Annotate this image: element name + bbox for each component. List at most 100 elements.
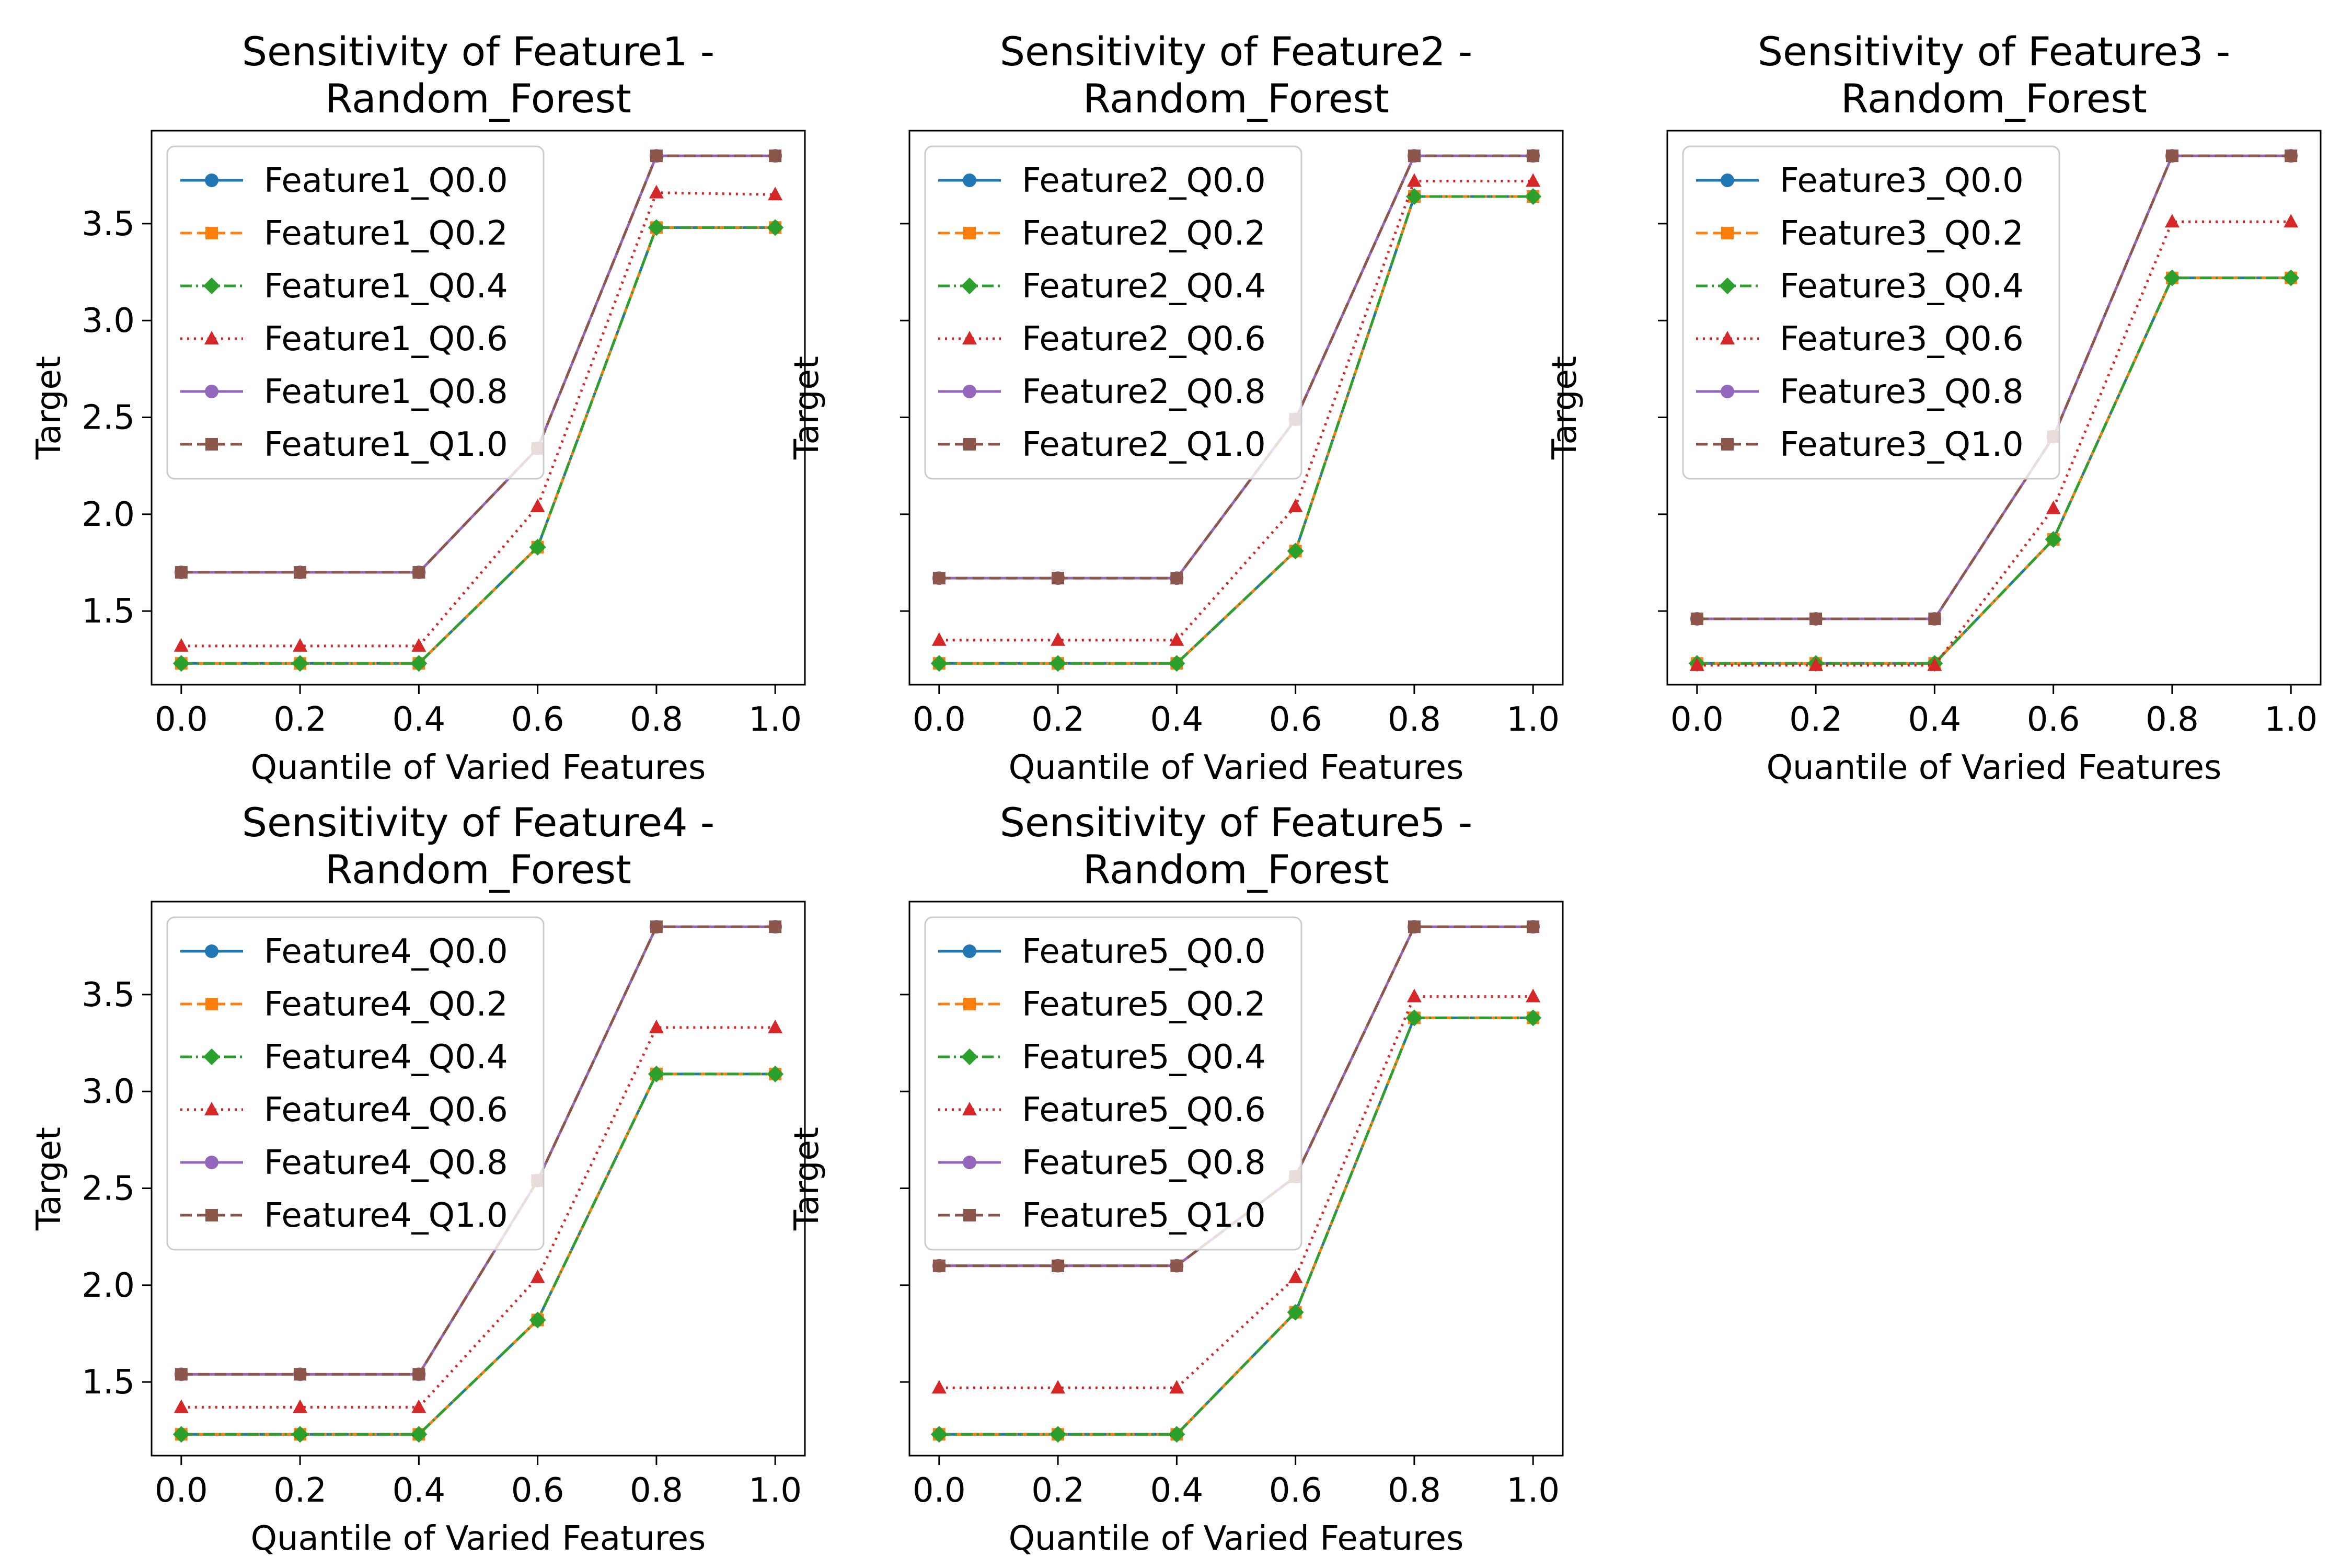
data-point	[412, 566, 425, 579]
data-point	[1527, 920, 1540, 933]
legend-box	[166, 145, 545, 480]
data-point	[932, 572, 946, 585]
x-axis-label: Quantile of Varied Features	[1009, 748, 1464, 787]
data-point	[412, 1368, 425, 1381]
series-line-Feature2_Q0.4	[939, 195, 1534, 665]
x-tick-label: 0.6	[511, 700, 564, 739]
series-line-Feature5_Q0.4	[939, 1016, 1534, 1436]
x-tick-label: 0.4	[1150, 1471, 1203, 1510]
data-point	[1168, 1426, 1185, 1443]
data-point	[530, 1270, 545, 1284]
legend-marker	[204, 331, 219, 344]
data-point	[649, 185, 664, 199]
x-tick-label: 0.8	[1388, 700, 1441, 739]
legend-label: Feature4_Q0.6	[264, 1091, 508, 1129]
data-point	[1405, 1009, 1423, 1027]
legend-marker	[961, 278, 978, 294]
data-point	[769, 149, 782, 163]
legend-label: Feature5_Q0.8	[1022, 1144, 1266, 1182]
subplot-feature2: Sensitivity of Feature2 -Random_Forest 0.…	[788, 28, 1564, 787]
legend-box	[1682, 145, 2060, 480]
y-axis-label: Target	[30, 1127, 68, 1231]
data-point	[1168, 655, 1185, 672]
subplot-feature4: Sensitivity of Feature4 -Random_Forest 0.…	[30, 799, 806, 1558]
data-point	[1927, 657, 1942, 671]
data-point	[1527, 149, 1540, 163]
y-tick-label: 3.5	[82, 976, 135, 1014]
legend-marker	[203, 278, 220, 294]
legend-label: Feature4_Q0.2	[264, 985, 508, 1024]
legend-box	[924, 916, 1302, 1251]
subplot-feature5: Sensitivity of Feature5 -Random_Forest 0.…	[788, 799, 1564, 1558]
x-tick-label: 0.2	[273, 1471, 327, 1510]
legend-marker	[1721, 385, 1734, 398]
legend: Feature3_Q0.0 Feature3_Q0.2 Feature3_Q0.4 F…	[1682, 145, 2060, 480]
data-point	[1051, 1380, 1066, 1394]
data-point	[768, 1019, 783, 1033]
data-point	[172, 1426, 190, 1443]
data-point	[2284, 214, 2299, 228]
x-tick-label: 1.0	[1506, 700, 1560, 739]
legend-label: Feature2_Q0.8	[1022, 373, 1266, 411]
data-point	[1052, 572, 1065, 585]
x-tick-label: 0.6	[1269, 700, 1322, 739]
x-tick-label: 0.2	[273, 700, 327, 739]
legend-marker	[204, 1102, 219, 1115]
legend-label: Feature3_Q0.8	[1780, 373, 2024, 411]
legend-label: Feature1_Q0.2	[264, 214, 508, 253]
y-tick-label: 3.5	[82, 205, 135, 244]
legend-marker	[205, 227, 218, 239]
data-point	[1525, 188, 1542, 205]
data-point	[292, 1426, 309, 1443]
data-point	[650, 920, 663, 933]
x-axis-label: Quantile of Varied Features	[251, 1519, 706, 1558]
data-point	[1526, 173, 1541, 187]
legend-marker	[962, 331, 977, 344]
legend-marker	[205, 438, 218, 451]
legend-box	[166, 916, 545, 1251]
data-point	[768, 187, 783, 201]
data-point	[1169, 632, 1184, 646]
legend-label: Feature3_Q0.6	[1780, 320, 2024, 359]
data-point	[1288, 499, 1303, 513]
data-point	[174, 638, 189, 652]
plot-frame	[908, 130, 1564, 686]
legend-marker	[963, 1209, 976, 1221]
y-tick-label: 3.0	[82, 302, 135, 340]
data-point	[2046, 500, 2061, 514]
legend-label: Feature2_Q0.2	[1022, 214, 1266, 253]
legend-label: Feature2_Q0.6	[1022, 320, 1266, 359]
data-point	[292, 655, 309, 672]
subplot-title: Sensitivity of Feature4 -Random_Forest	[242, 799, 714, 893]
data-point	[1525, 1009, 1542, 1027]
series-line-Feature1_Q0.2	[181, 226, 776, 665]
x-tick-label: 0.0	[155, 1471, 208, 1510]
x-axis-label: Quantile of Varied Features	[251, 748, 706, 787]
y-axis-label: Target	[30, 356, 68, 460]
data-point	[1526, 988, 1541, 1002]
subplot-title: Sensitivity of Feature1 -Random_Forest	[242, 28, 714, 122]
legend-label: Feature3_Q0.0	[1780, 162, 2024, 200]
legend-marker	[203, 1048, 220, 1065]
plot-frame	[908, 901, 1564, 1457]
x-tick-label: 0.0	[913, 700, 966, 739]
data-point	[931, 1380, 947, 1394]
series-line-Feature3_Q1.0	[1697, 154, 2291, 620]
legend-label: Feature1_Q1.0	[264, 425, 508, 464]
x-tick-label: 0.8	[1388, 1471, 1441, 1510]
legend-marker	[205, 1209, 218, 1221]
x-axis-label: Quantile of Varied Features	[1009, 1519, 1464, 1558]
data-point	[767, 219, 784, 236]
x-tick-label: 0.4	[392, 700, 445, 739]
data-point	[1408, 920, 1421, 933]
data-point	[1169, 1380, 1184, 1394]
legend-marker	[961, 1048, 978, 1065]
legend-marker	[205, 998, 218, 1010]
legend-label: Feature4_Q0.8	[264, 1144, 508, 1182]
subplot-feature3: Sensitivity of Feature3 -Random_Forest 0.…	[1546, 28, 2322, 787]
data-point	[1809, 612, 1823, 625]
x-tick-label: 1.0	[1506, 1471, 1560, 1510]
data-point	[1051, 632, 1066, 646]
legend: Feature5_Q0.0 Feature5_Q0.2 Feature5_Q0.4 F…	[924, 916, 1302, 1251]
